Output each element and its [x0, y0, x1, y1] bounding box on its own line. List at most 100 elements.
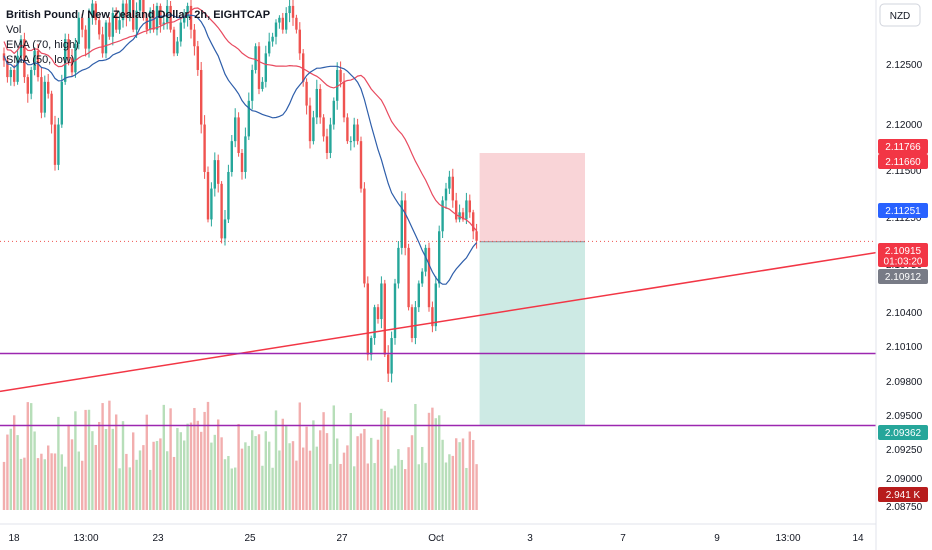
time-tick-label: 13:00	[775, 533, 800, 544]
volume-bar	[36, 458, 40, 510]
volume-bar	[169, 408, 172, 510]
legend-ema: EMA (70, high)	[6, 39, 79, 51]
volume-bar	[77, 451, 80, 510]
volume-bar	[366, 463, 369, 510]
volume-bar	[285, 426, 288, 510]
candle-body	[271, 36, 274, 42]
volume-bar	[353, 466, 356, 510]
volume-bar	[417, 464, 420, 510]
price-label-text: 2.10915	[885, 246, 922, 257]
price-tick-label: 2.09000	[886, 474, 923, 485]
volume-bar	[227, 455, 230, 510]
volume-bar	[397, 449, 400, 510]
volume-bar	[400, 459, 403, 510]
candle-body	[84, 29, 87, 49]
volume-bar	[308, 450, 312, 510]
candle-body	[186, 5, 189, 18]
volume-bar	[390, 468, 393, 510]
price-label-bg	[878, 154, 928, 169]
volume-bar	[291, 441, 295, 510]
time-tick-label: 14	[852, 533, 864, 544]
volume-bar	[172, 456, 176, 510]
candle-body	[16, 55, 19, 82]
price-label-text: 2.11251	[885, 206, 921, 217]
candle-body	[30, 69, 33, 94]
candle-body	[19, 39, 23, 56]
time-axis[interactable]: 18 13:00 23 25 27 Oct 3 7 9 13:00 14	[8, 533, 864, 544]
volume-bar	[278, 450, 281, 510]
candle-body	[468, 200, 471, 213]
stop-loss-zone[interactable]	[479, 153, 585, 242]
volume-bar	[6, 434, 9, 510]
volume-bar	[254, 436, 257, 510]
volume-bar	[196, 420, 199, 510]
volume-bar	[50, 453, 53, 510]
candle-body	[390, 338, 393, 374]
candle-body	[152, 10, 155, 30]
candle-body	[9, 69, 12, 78]
volume-bar	[162, 404, 165, 510]
price-label-last: 2.10915	[878, 243, 928, 258]
volume-bar	[81, 460, 84, 510]
candle-body	[376, 307, 380, 320]
volume-bar	[115, 414, 118, 510]
candle-body	[121, 3, 125, 21]
volume-bar	[159, 438, 162, 510]
volume-bar	[438, 415, 441, 510]
volume-bar	[70, 439, 74, 510]
candle-body	[349, 141, 352, 143]
volume-bar	[237, 423, 240, 510]
price-label-bg	[878, 255, 928, 267]
volume-bar	[349, 412, 352, 510]
candle-body	[108, 22, 111, 37]
candle-body	[366, 283, 369, 355]
candle-body	[240, 153, 244, 172]
volume-bar	[176, 427, 179, 510]
candle-body	[278, 17, 281, 23]
volume-bar	[244, 442, 247, 510]
trendline[interactable]	[0, 251, 877, 393]
volume-bar	[186, 423, 189, 510]
price-label-bg	[878, 269, 928, 284]
price-tick-label: 2.09500	[886, 411, 923, 422]
candle-body	[57, 124, 60, 165]
candle-body	[104, 22, 108, 54]
candle-body	[145, 17, 148, 30]
volume-bar	[356, 436, 359, 510]
volume-bar	[380, 408, 383, 510]
candle-body	[359, 141, 363, 189]
candle-body	[60, 81, 63, 125]
volume-bar	[128, 467, 131, 510]
candle-body	[234, 117, 237, 142]
volume-bar	[458, 442, 461, 510]
candle-body	[142, 0, 145, 18]
horizontal-levels[interactable]	[0, 352, 876, 427]
candle-body	[237, 117, 240, 153]
take-profit-zone[interactable]	[479, 241, 585, 426]
volume-bar	[57, 416, 60, 510]
candle-body	[407, 247, 410, 308]
candle-body	[196, 46, 199, 70]
volume-bar	[132, 432, 135, 510]
time-tick-label: Oct	[428, 533, 444, 544]
price-label-bg	[878, 487, 928, 502]
currency-button[interactable]: NZD	[879, 3, 921, 27]
candle-body	[329, 124, 332, 153]
candle-body	[387, 354, 390, 374]
volume-bar	[234, 467, 237, 510]
price-label-bg	[878, 203, 928, 218]
candle-body	[70, 58, 74, 73]
volume-bar	[13, 415, 16, 510]
price-label-text: 2.09362	[885, 428, 922, 439]
volume-bar	[359, 433, 363, 510]
volume-bar	[40, 453, 43, 510]
volume-bar	[26, 402, 29, 510]
legend-vol: Vol	[6, 24, 22, 36]
candle-body	[6, 60, 9, 78]
volume-bar	[414, 403, 417, 510]
volume-bar	[64, 466, 67, 510]
price-label-sma: 2.11251	[878, 203, 928, 218]
